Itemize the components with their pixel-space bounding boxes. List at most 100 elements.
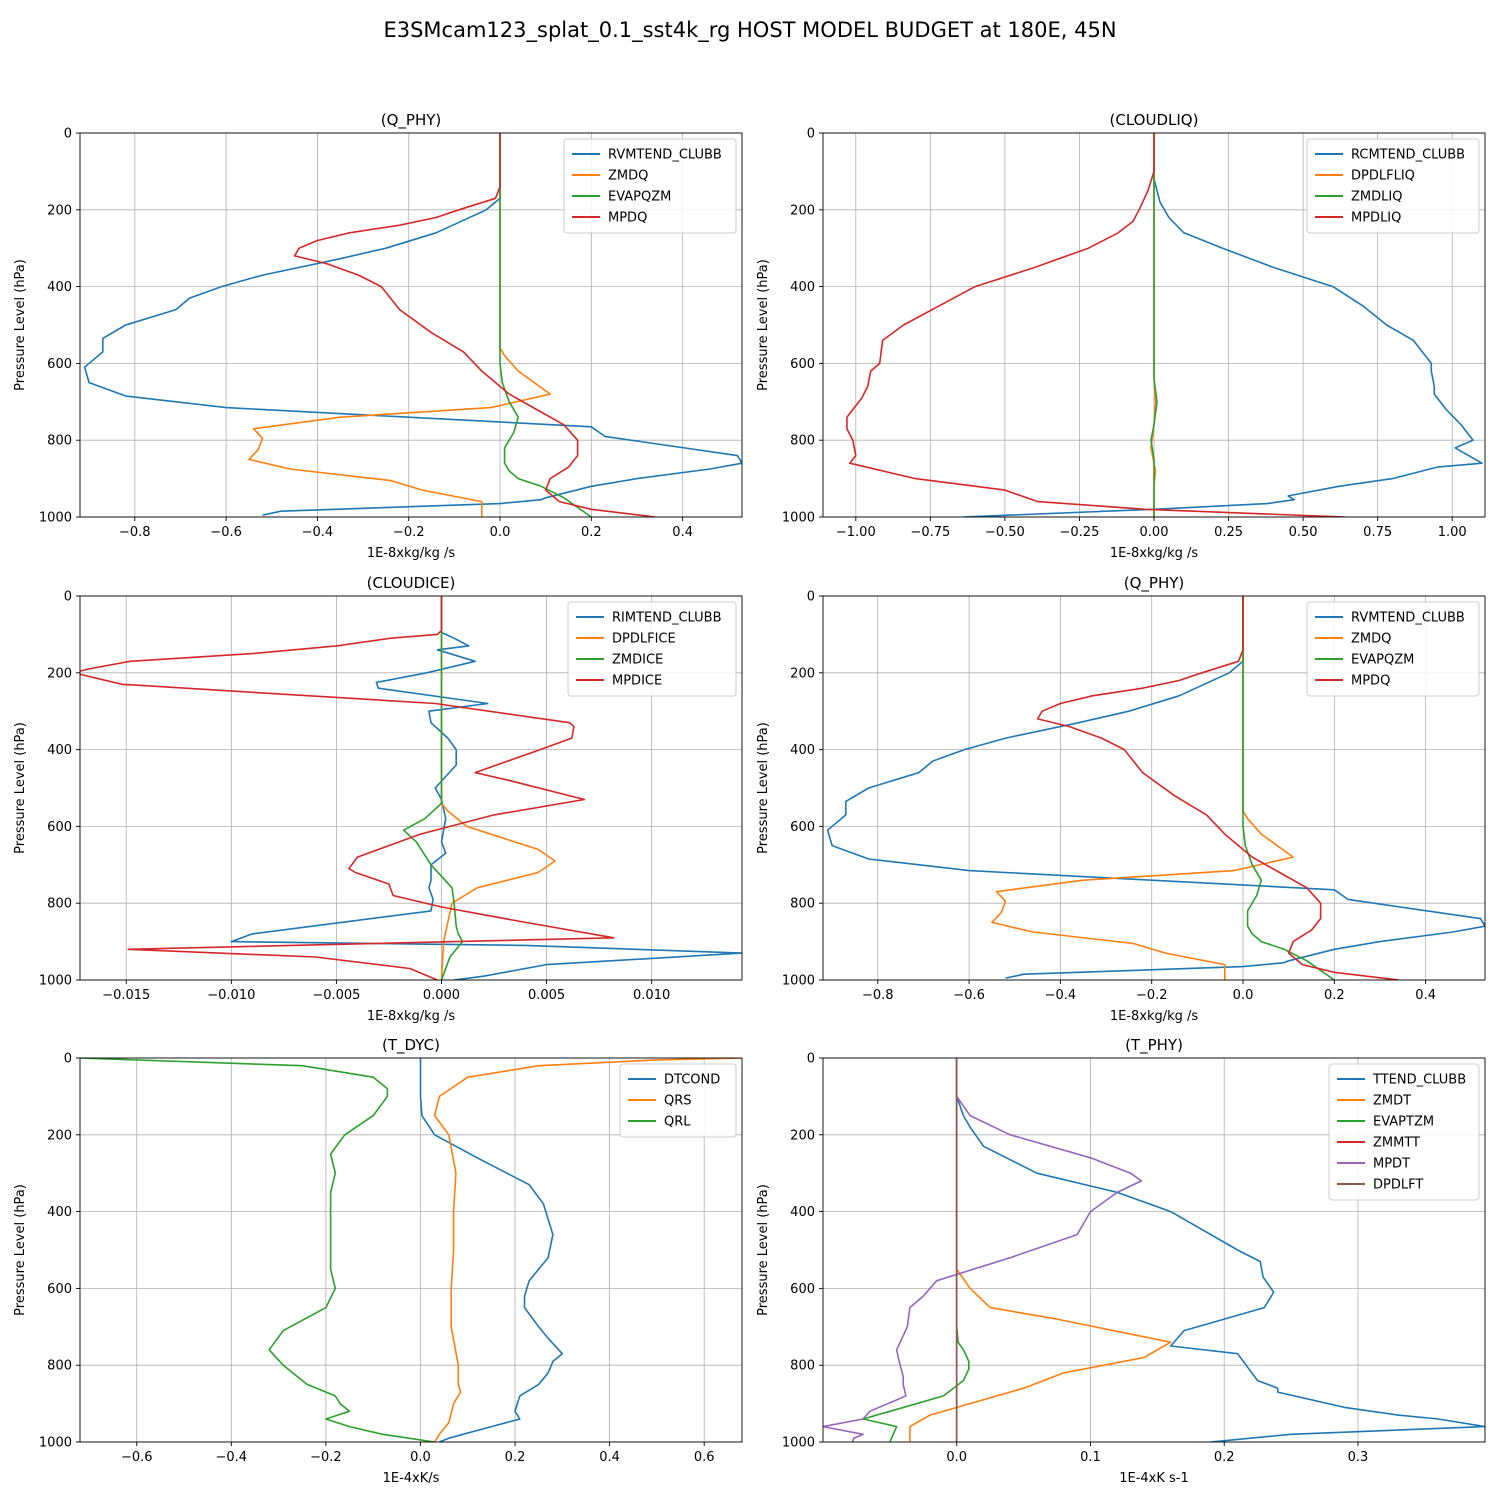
subplot-title: (T_PHY)	[1125, 1036, 1183, 1055]
legend-box	[1306, 138, 1480, 234]
series-group	[80, 1058, 742, 1442]
x-tick-label: 0.4	[599, 1450, 620, 1465]
subplot-1: −0.8 −0.6 −0.4 −0.2 0.0 0.2 0.4 0 200 400 600 800 10…	[13, 111, 743, 561]
legend-label: ZMDICE	[612, 653, 663, 668]
legend-label: EVAPQZM	[1351, 653, 1414, 668]
x-tick-label: 0.25	[1214, 525, 1243, 540]
legend-label: MPDICE	[612, 674, 662, 689]
legend-label: QRS	[664, 1094, 692, 1109]
figure-suptitle: E3SMcam123_splat_0.1_sst4k_rg HOST MODEL…	[383, 18, 1116, 43]
plot-frame	[79, 1057, 743, 1443]
series-line-rcmtend-clubb	[963, 133, 1483, 517]
legend-box	[1328, 1063, 1480, 1201]
y-tick-label: 200	[790, 666, 815, 681]
x-tick-label: 0.3	[1348, 1450, 1369, 1465]
series-line-rvmtend-clubb	[826, 596, 1485, 979]
subplot-title: (Q_PHY)	[1124, 574, 1185, 593]
x-tick-label: 0.010	[633, 988, 670, 1003]
series-line-qrs	[433, 1058, 742, 1442]
y-tick-label: 0	[64, 1052, 72, 1067]
y-tick-label: 1000	[782, 1436, 815, 1451]
series-line-dpdlfice	[440, 596, 556, 980]
legend-label: DPDLFT	[1373, 1178, 1423, 1193]
plot-frame	[822, 595, 1486, 981]
x-tick-label: −0.8	[119, 525, 151, 540]
x-tick-label: −0.4	[1045, 988, 1077, 1003]
subplot-title: (T_DYC)	[382, 1036, 440, 1055]
x-tick-label: −0.6	[953, 988, 985, 1003]
x-tick-label: 0.0	[410, 1450, 431, 1465]
x-axis-label: 1E-8xkg/kg /s	[1110, 1009, 1199, 1024]
series-line-mpdt	[823, 1058, 1143, 1442]
series-group	[826, 596, 1485, 980]
x-tick-label: 0.005	[528, 988, 565, 1003]
legend-label: DTCOND	[664, 1073, 720, 1088]
legend-box	[1306, 601, 1480, 697]
legend-label: RVMTEND_CLUBB	[1351, 611, 1465, 626]
plot-frame	[822, 1057, 1486, 1443]
y-tick-label: 600	[47, 1282, 72, 1297]
x-tick-label: −0.4	[216, 1450, 248, 1465]
series-line-zmdq	[991, 596, 1294, 980]
legend-label: RIMTEND_CLUBB	[612, 611, 722, 626]
y-tick-label: 200	[47, 203, 72, 218]
subplot-6: 0.0 0.1 0.2 0.3 0 200 400 600 800 1000 (T_PHY) 1E-4…	[756, 1036, 1486, 1486]
x-tick-label: 0.6	[694, 1450, 715, 1465]
y-tick-label: 600	[790, 1282, 815, 1297]
series-line-evaptzm	[862, 1058, 970, 1442]
y-tick-label: 0	[64, 590, 72, 605]
legend-label: MPDQ	[608, 211, 647, 226]
y-tick-label: 600	[790, 820, 815, 835]
y-tick-label: 400	[790, 743, 815, 758]
legend-label: DPDLFLIQ	[1351, 169, 1415, 184]
y-tick-label: 800	[47, 434, 72, 449]
x-tick-label: −0.005	[312, 988, 360, 1003]
series-line-zmdice	[402, 596, 464, 980]
x-tick-label: −0.50	[985, 525, 1025, 540]
x-tick-label: 0.4	[672, 525, 693, 540]
x-tick-label: 0.0	[490, 525, 511, 540]
y-tick-label: 600	[47, 820, 72, 835]
x-axis-label: 1E-8xkg/kg /s	[367, 1009, 456, 1024]
series-line-dtcond	[419, 1058, 564, 1442]
y-tick-label: 200	[790, 203, 815, 218]
x-tick-label: 0.0	[1233, 988, 1254, 1003]
x-tick-label: 0.75	[1363, 525, 1392, 540]
series-line-mpdliq	[846, 133, 1345, 517]
y-tick-label: 0	[807, 127, 815, 142]
legend-label: RVMTEND_CLUBB	[608, 148, 722, 163]
y-tick-label: 1000	[782, 974, 815, 989]
y-tick-label: 400	[47, 743, 72, 758]
y-axis-label: Pressure Level (hPa)	[756, 1184, 771, 1316]
legend-label: DPDLFICE	[612, 632, 676, 647]
x-tick-label: −0.015	[102, 988, 150, 1003]
x-tick-label: −1.00	[836, 525, 876, 540]
x-tick-label: 1.00	[1438, 525, 1467, 540]
legend-label: MPDLIQ	[1351, 211, 1401, 226]
y-tick-label: 600	[790, 357, 815, 372]
x-tick-label: −0.4	[302, 525, 334, 540]
y-tick-label: 400	[47, 1205, 72, 1220]
y-tick-label: 800	[47, 1359, 72, 1374]
legend-box	[619, 1063, 737, 1138]
y-tick-label: 0	[807, 1052, 815, 1067]
y-axis-label: Pressure Level (hPa)	[13, 259, 28, 391]
series-line-zmdt	[909, 1058, 1172, 1442]
legend: RCMTEND_CLUBB DPDLFLIQ ZMDLIQ MPDLIQ	[1306, 138, 1480, 234]
legend-label: MPDT	[1373, 1157, 1410, 1172]
series-line-ttend-clubb	[955, 1058, 1485, 1442]
plot-frame	[79, 132, 743, 518]
legend-label: ZMDQ	[608, 169, 648, 184]
series-line-rimtend-clubb	[230, 596, 742, 980]
x-axis-label: 1E-4xK s-1	[1119, 1471, 1189, 1486]
legend: RVMTEND_CLUBB ZMDQ EVAPQZM MPDQ	[563, 138, 737, 234]
legend-label: QRL	[664, 1115, 691, 1130]
y-axis-label: Pressure Level (hPa)	[13, 722, 28, 854]
y-tick-label: 600	[47, 357, 72, 372]
x-tick-label: −0.75	[910, 525, 950, 540]
y-tick-label: 200	[47, 666, 72, 681]
legend: DTCOND QRS QRL	[619, 1063, 737, 1138]
y-axis-label: Pressure Level (hPa)	[756, 722, 771, 854]
x-tick-label: −0.8	[862, 988, 894, 1003]
x-tick-label: 0.2	[1214, 1450, 1235, 1465]
